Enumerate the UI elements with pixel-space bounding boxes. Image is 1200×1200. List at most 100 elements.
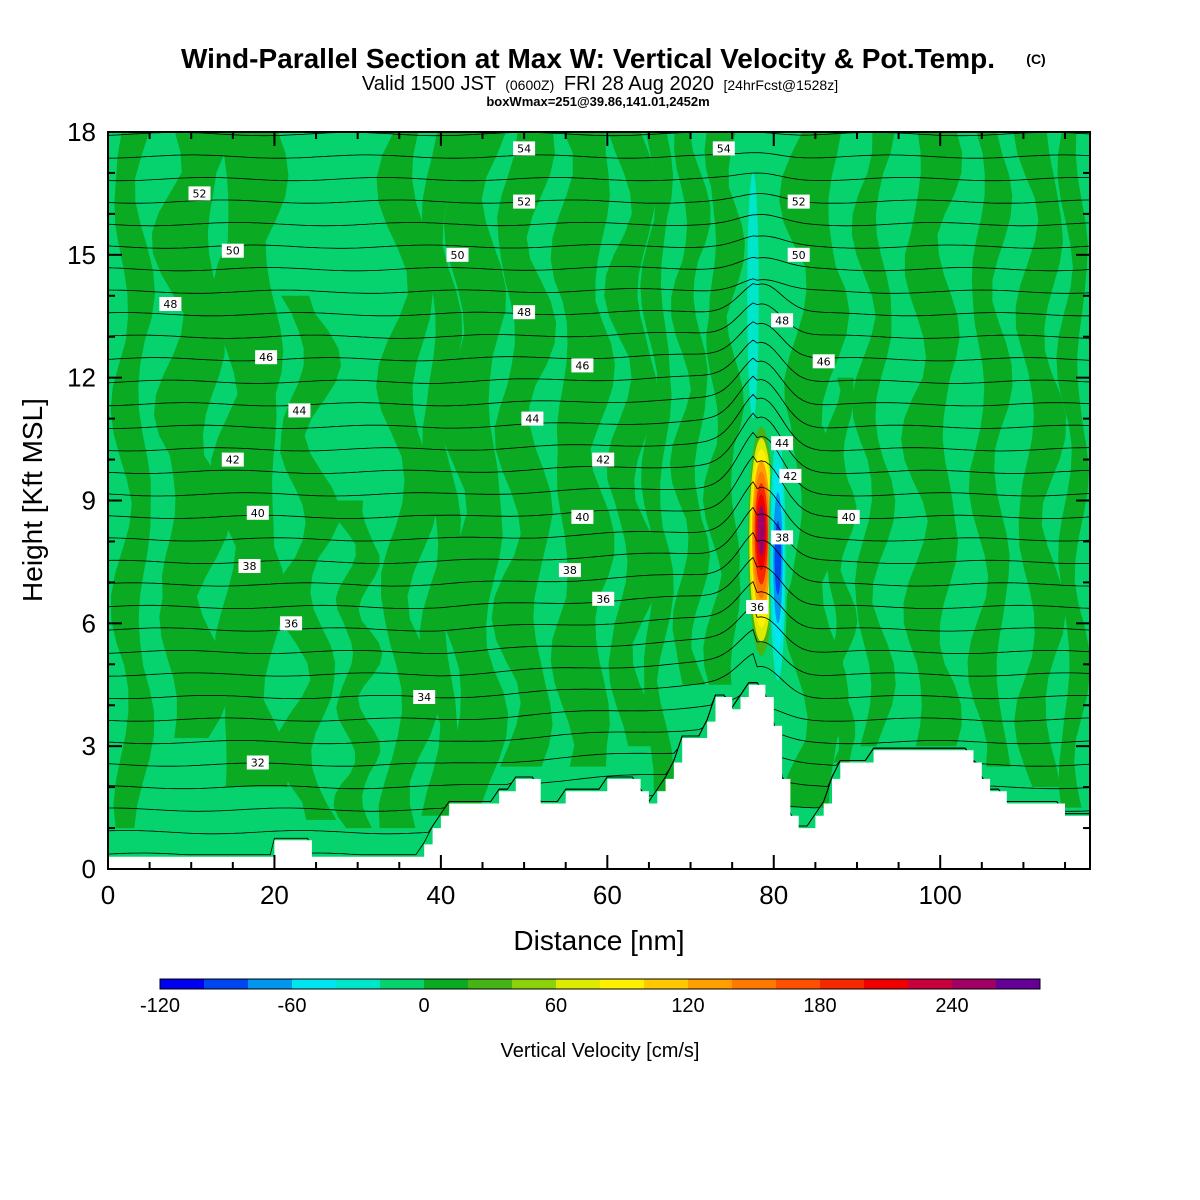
contour-label-box <box>837 509 860 524</box>
contour-label-36: 36 <box>280 616 303 631</box>
theta-contour <box>108 375 1090 429</box>
contour-label-box <box>712 141 735 156</box>
contour-label-52: 52 <box>787 194 810 209</box>
colorbar-tick-label: 180 <box>803 995 836 1017</box>
contour-label-box <box>246 505 269 520</box>
contour-label-48: 48 <box>513 305 536 320</box>
contour-labels: 32 34 36 36 36 38 38 38 40 40 40 42 42 42 44 44 44 46 46 46… <box>159 141 860 770</box>
contour-label-box <box>592 591 615 606</box>
updraft-streak <box>550 132 615 767</box>
contour-label-text: 42 <box>783 470 797 483</box>
updraft-streak <box>604 132 661 747</box>
theta-contour <box>108 431 1090 497</box>
theta-contour <box>108 481 1090 542</box>
y-tick-label: 6 <box>82 608 96 638</box>
contour-label-text: 54 <box>717 142 731 155</box>
x-axis: 0 20 40 60 80 100 <box>101 132 1067 910</box>
contour-label-42: 42 <box>221 452 244 467</box>
updraft-streak <box>778 132 851 808</box>
contour-label-text: 48 <box>517 306 531 319</box>
contour-label-text: 44 <box>292 404 306 417</box>
contour-label-box <box>771 530 794 545</box>
contour-label-box <box>787 247 810 262</box>
valid-prefix: Valid 1500 JST <box>362 73 496 95</box>
updraft-streak <box>110 132 155 829</box>
theta-contour <box>108 214 1090 227</box>
updraft-streak <box>1013 132 1066 788</box>
theta-contour <box>108 682 1090 722</box>
colorbar-swatch <box>776 979 821 989</box>
updraft-streak <box>333 500 383 829</box>
contour-label-text: 54 <box>517 142 531 155</box>
colorbar-swatch <box>380 979 425 989</box>
theta-contour <box>108 581 1090 632</box>
updraft-streak <box>823 377 858 763</box>
y-tick-label: 0 <box>82 854 96 884</box>
colorbar-swatch <box>908 979 953 989</box>
theta-contour <box>108 531 1090 587</box>
contour-label-34: 34 <box>413 690 436 704</box>
theta-contour <box>108 506 1090 565</box>
contour-label-text: 44 <box>525 413 539 426</box>
updraft-streak <box>669 132 711 685</box>
contour-label-46: 46 <box>255 350 278 365</box>
contour-label-text: 36 <box>750 601 764 614</box>
colorbar-swatch <box>732 979 777 989</box>
contour-label-box <box>571 358 594 373</box>
theta-contour <box>108 235 1090 249</box>
colorbar-swatch <box>864 979 909 989</box>
theta-contour <box>108 152 1090 159</box>
contour-label-50: 50 <box>787 247 810 262</box>
theta-contour <box>108 682 1090 767</box>
updraft-streak <box>967 132 1013 767</box>
contour-label-text: 42 <box>226 454 240 467</box>
updraft-streak <box>274 295 341 820</box>
colorbar-swatch <box>952 979 997 989</box>
contour-label-box <box>592 452 615 467</box>
updraft-streak <box>439 132 509 804</box>
contour-label-text: 42 <box>596 454 610 467</box>
terrain <box>108 684 1090 869</box>
theta-contour <box>108 357 1090 407</box>
contour-label-48: 48 <box>771 313 794 328</box>
contour-label-text: 44 <box>775 437 789 450</box>
colorbar-swatch <box>512 979 557 989</box>
theta-contour <box>108 256 1090 272</box>
theta-contour <box>108 605 1090 654</box>
plot-area: 32 34 36 36 36 38 38 38 40 40 40 42 42 42 44 44 44 46 46 46… <box>108 132 1090 869</box>
contour-label-box <box>771 313 794 328</box>
colorbar-swatch <box>556 979 601 989</box>
contour-label-box <box>413 690 436 704</box>
x-tick-label: 100 <box>919 880 962 910</box>
contour-label-text: 38 <box>563 564 577 577</box>
contour-label-52: 52 <box>188 186 211 201</box>
colorbar-tick-label: -60 <box>278 995 307 1017</box>
colorbar-tick-label: 120 <box>671 995 704 1017</box>
contour-label-text: 34 <box>417 691 431 704</box>
colorbar-frame <box>159 978 1041 990</box>
y-tick-label: 3 <box>82 731 96 761</box>
contour-label-box <box>280 616 303 631</box>
y-tick-label: 12 <box>67 363 96 393</box>
theta-contour <box>108 278 1090 294</box>
contour-label-text: 38 <box>775 531 789 544</box>
contour-label-38: 38 <box>238 559 261 573</box>
contour-label-text: 50 <box>792 249 806 262</box>
contour-label-46: 46 <box>571 358 594 373</box>
contour-label-48: 48 <box>159 297 182 311</box>
contour-label-box <box>221 243 244 258</box>
contour-label-box <box>771 436 794 451</box>
contour-label-box <box>812 354 835 369</box>
updraft-streak <box>901 132 963 747</box>
contour-label-box <box>513 194 536 209</box>
contour-label-text: 46 <box>575 359 589 372</box>
theta-contour <box>108 193 1090 204</box>
weak-updraft-streaks <box>110 132 1090 829</box>
colorbar-tick-label: 60 <box>545 995 567 1017</box>
potential-temperature-contours <box>108 132 1090 856</box>
y-axis-title: Height [Kft MSL] <box>17 398 48 602</box>
contour-label-box <box>246 755 269 770</box>
contour-label-text: 46 <box>817 355 831 368</box>
colorbar-tick-label: 240 <box>935 995 968 1017</box>
colorbar-swatch <box>644 979 689 989</box>
